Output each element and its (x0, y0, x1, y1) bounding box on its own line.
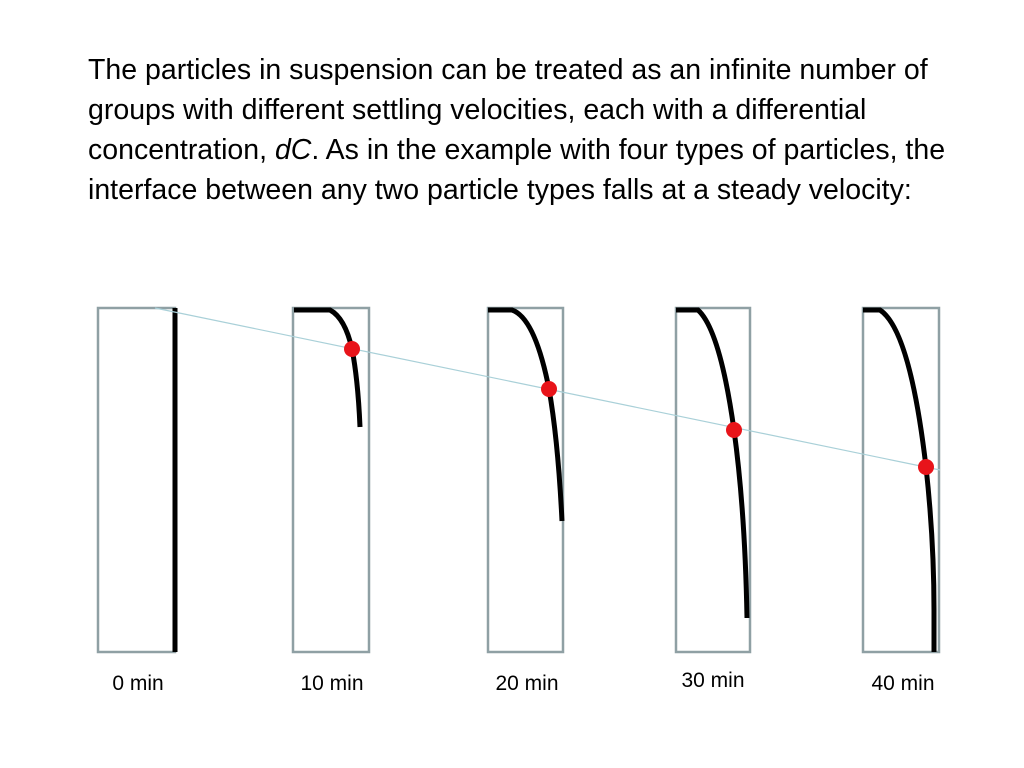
point (541, 381, 557, 397)
column (674, 306, 752, 654)
time-label: 10 min (300, 672, 363, 695)
text: The particles in suspension can be treat… (88, 54, 928, 166)
time-label: 0 min (112, 672, 163, 695)
point (726, 422, 742, 438)
profile (294, 307, 363, 428)
columns (96, 306, 941, 654)
profile (488, 307, 565, 522)
column (291, 306, 371, 654)
time-label: 20 min (495, 672, 558, 695)
column (96, 306, 177, 654)
profile (676, 307, 750, 619)
body-text: The particles in suspension can be treat… (88, 50, 968, 210)
point (344, 341, 360, 357)
profile (863, 307, 937, 652)
column (861, 306, 941, 654)
profiles (172, 307, 937, 652)
text: . As in the example with four types of p… (88, 134, 946, 206)
italic-text: dC (274, 134, 312, 166)
point (918, 459, 934, 475)
interface-points (344, 341, 934, 475)
time-label: 40 min (871, 672, 934, 695)
time-label: 30 min (681, 669, 744, 692)
column (486, 306, 565, 654)
